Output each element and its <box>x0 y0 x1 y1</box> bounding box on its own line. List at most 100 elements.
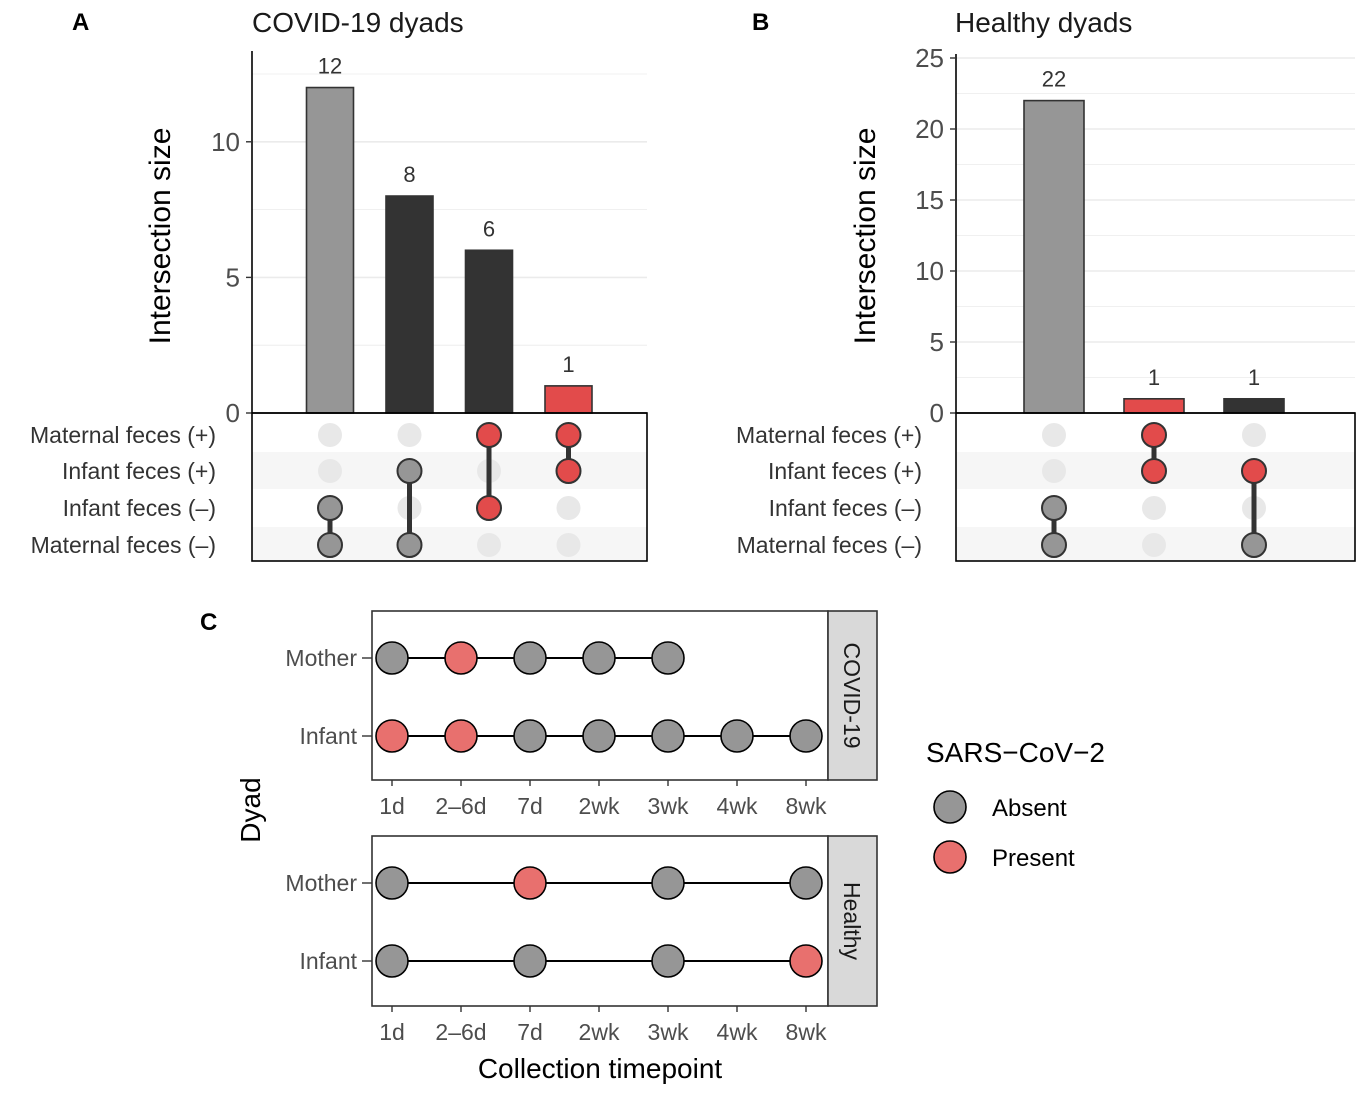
panel-a-set-label: Maternal feces (+) <box>30 422 216 448</box>
panel-a-bar-label: 1 <box>562 352 574 377</box>
panel-c-xtick-label: 7d <box>517 793 543 819</box>
panel-a-matrix-dot-filled <box>476 422 502 448</box>
panel-a-matrix-stripe <box>252 452 647 489</box>
panel-c-point <box>375 641 409 675</box>
panel-c-point <box>375 866 409 900</box>
panel-c-point <box>375 944 409 978</box>
legend-title: SARS−CoV−2 <box>926 737 1105 768</box>
panel-b-matrix-dot-filled <box>1141 458 1167 484</box>
panel-b-title: Healthy dyads <box>955 7 1132 38</box>
panel-c-xtick-label: 4wk <box>717 1019 758 1045</box>
panel-a-matrix-dot-empty <box>318 423 342 447</box>
panel-a-set-label: Maternal feces (–) <box>31 532 216 558</box>
panel-a-matrix-dot-empty <box>318 459 342 483</box>
panel-c-row-label: Infant <box>299 948 357 974</box>
panel-a-bar <box>385 195 434 414</box>
panel-b-matrix-dot-empty <box>1242 423 1266 447</box>
legend-absent-label: Absent <box>992 795 1067 822</box>
legend-absent-swatch <box>933 790 967 824</box>
panel-b-upset: 0 5 10 15 20 25 22 1 1 Maternal feces (+) Infant f… <box>736 43 1356 562</box>
panel-c-xtick-label: 8wk <box>786 1019 827 1045</box>
panel-b-set-label: Maternal feces (–) <box>737 532 922 558</box>
panel-c-xlabel: Collection timepoint <box>478 1053 723 1084</box>
panel-a-matrix-dot-filled <box>317 532 343 558</box>
panel-a-bar-label: 8 <box>403 162 415 187</box>
panel-c-xtick-label: 3wk <box>648 1019 689 1045</box>
panel-c-point <box>513 641 547 675</box>
panel-letter-a: A <box>72 9 89 36</box>
panel-a-matrix-stripe <box>252 527 647 561</box>
panel-c-point <box>513 944 547 978</box>
legend-present-swatch <box>933 840 967 874</box>
panel-c-facet-strip <box>827 835 878 1007</box>
panel-a-matrix-dot-empty <box>556 533 581 557</box>
panel-c-point <box>789 944 823 978</box>
legend: SARS−CoV−2 Absent Present <box>926 737 1105 874</box>
panel-a-bar-label: 6 <box>483 216 495 241</box>
panel-b-ytick-label: 0 <box>930 398 944 428</box>
panel-b-matrix-dot-empty <box>1142 496 1166 520</box>
panel-a-ytick-label: 0 <box>226 398 240 428</box>
panel-c-point <box>582 641 616 675</box>
panel-a-matrix-dot-filled <box>555 422 582 448</box>
panel-a-ylabel: Intersection size <box>144 128 177 345</box>
panel-b-matrix-dot-filled <box>1041 532 1067 558</box>
panel-a-matrix-dot-filled <box>555 458 582 484</box>
panel-b-ytick-label: 5 <box>930 327 944 357</box>
panel-c-point <box>582 719 616 753</box>
panel-a-bar-label: 12 <box>318 54 342 79</box>
panel-b-ytick-label: 15 <box>915 185 944 215</box>
panel-a-upset: 0 5 10 12 8 6 1 Maternal feces (+) Infant feces … <box>30 51 648 562</box>
panel-c-row-label: Mother <box>285 645 357 671</box>
panel-c-point <box>651 719 685 753</box>
panel-c-point <box>375 719 409 753</box>
panel-b-matrix-dot-filled <box>1241 532 1267 558</box>
panel-a-matrix-dot-filled <box>476 495 502 521</box>
panel-c-facet-frame <box>371 610 829 781</box>
panel-c-strip-label: COVID-19 <box>839 642 865 748</box>
panel-c-timeline: COVID-19 Mother Infant 1d 2–6d 7d 2wk 3wk 4wk 8wk… <box>285 610 878 1045</box>
panel-b-ytick-label: 20 <box>915 114 944 144</box>
panel-b-bar-label: 1 <box>1248 365 1260 390</box>
panel-b-matrix-dot-empty <box>1042 459 1066 483</box>
panel-b-matrix-dot-filled <box>1041 495 1067 521</box>
panel-c-xtick-label: 2–6d <box>435 793 486 819</box>
panel-c-xtick-label: 7d <box>517 1019 543 1045</box>
panel-c-point <box>789 866 823 900</box>
panel-c-xtick-label: 4wk <box>717 793 758 819</box>
panel-b-ytick-label: 25 <box>915 43 944 73</box>
panel-a-matrix-dot-filled <box>396 532 423 558</box>
panel-a-bar <box>544 385 593 414</box>
panel-a-matrix-dot-empty <box>397 423 422 447</box>
panel-b-ytick-label: 10 <box>915 256 944 286</box>
panel-b-bar <box>1123 397 1185 414</box>
panel-a-matrix-dot-empty <box>477 533 501 557</box>
panel-c-row-label: Infant <box>299 723 357 749</box>
panel-b-matrix-dot-empty <box>1142 533 1166 557</box>
panel-c-point <box>444 641 478 675</box>
panel-a-set-label: Infant feces (+) <box>62 458 216 484</box>
panel-c-xtick-label: 2wk <box>579 793 620 819</box>
panel-b-set-label: Infant feces (–) <box>769 495 922 521</box>
panel-c-xtick-label: 1d <box>379 793 405 819</box>
panel-a-matrix-dot-filled <box>396 458 423 484</box>
panel-c-point <box>651 641 685 675</box>
panel-b-bar <box>1023 99 1085 414</box>
panel-b-matrix-dot-empty <box>1042 423 1066 447</box>
panel-b-matrix-dot-filled <box>1241 458 1267 484</box>
panel-letter-b: B <box>752 9 769 36</box>
panel-b-bar-label: 22 <box>1042 67 1066 92</box>
panel-a-bar <box>305 86 355 414</box>
panel-c-point <box>513 866 547 900</box>
panel-b-set-label: Maternal feces (+) <box>736 422 922 448</box>
panel-a-set-label: Infant feces (–) <box>63 495 216 521</box>
panel-a-bar <box>464 249 514 414</box>
panel-c-point <box>444 719 478 753</box>
panel-b-ylabel: Intersection size <box>849 128 882 345</box>
panel-a-matrix-dot-filled <box>317 495 343 521</box>
panel-c-point <box>651 866 685 900</box>
panel-c-point <box>651 944 685 978</box>
panel-c-xtick-label: 3wk <box>648 793 689 819</box>
panel-a-ytick-label: 5 <box>226 262 240 292</box>
panel-c-facet-frame <box>371 835 829 1007</box>
